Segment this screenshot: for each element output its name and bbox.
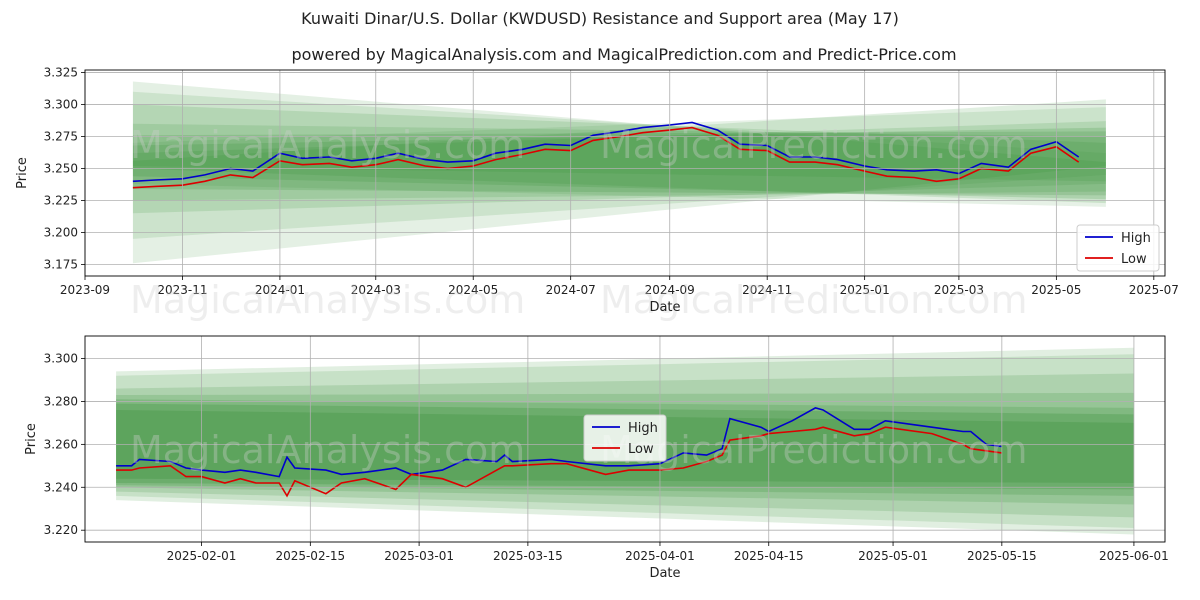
y-tick-label: 3.280 [44, 394, 78, 408]
plot-frame [84, 335, 1166, 543]
legend-label-low: Low [1121, 252, 1147, 267]
y-tick-label: 3.200 [44, 225, 78, 239]
x-tick-label: 2025-06-01 [1099, 549, 1169, 563]
x-tick-label: 2025-05 [1031, 283, 1081, 297]
watermark-text: MagicalPrediction.com [600, 123, 1028, 167]
x-tick-label: 2025-03 [934, 283, 984, 297]
x-tick-label: 2025-02-15 [275, 549, 345, 563]
x-tick-label: 2025-07 [1129, 283, 1179, 297]
y-tick-label: 3.300 [44, 352, 78, 366]
y-tick-label: 3.325 [44, 66, 78, 80]
legend-label-low: Low [628, 442, 654, 457]
low-series-line [116, 426, 1002, 498]
watermark-text: MagicalAnalysis.com [130, 123, 525, 167]
high-series-line [132, 121, 1080, 183]
legend: High Low [583, 414, 667, 462]
y-tick-label: 3.240 [44, 480, 78, 494]
watermark-text: MagicalAnalysis.com [130, 428, 525, 472]
x-tick-label: 2025-04-15 [734, 549, 804, 563]
chart-subtitle: powered by MagicalAnalysis.com and Magic… [291, 45, 957, 64]
y-tick-label: 3.175 [44, 257, 78, 271]
y-tick-label: 3.250 [44, 162, 78, 176]
x-tick-label: 2024-01 [255, 283, 305, 297]
watermark-text: MagicalAnalysis.com [130, 278, 525, 322]
x-tick-label: 2025-02-01 [167, 549, 237, 563]
support-resistance-band [132, 121, 1106, 204]
x-tick-label: 2024-03 [351, 283, 401, 297]
legend: High Low [1076, 224, 1160, 272]
watermark-text: MagicalPrediction.com [600, 428, 1028, 472]
y-axis-label: Price [15, 157, 30, 189]
y-tick-label: 3.220 [44, 523, 78, 537]
legend-label-high: High [1121, 231, 1151, 246]
low-series-line [132, 126, 1080, 189]
x-tick-label: 2023-11 [157, 283, 207, 297]
y-tick-label: 3.225 [44, 194, 78, 208]
x-tick-label: 2025-01 [840, 283, 890, 297]
y-tick-label: 3.260 [44, 437, 78, 451]
x-tick-label: 2023-09 [60, 283, 110, 297]
x-tick-label: 2025-04-01 [625, 549, 695, 563]
y-axis-label: Price [24, 423, 39, 455]
x-tick-label: 2024-05 [448, 283, 498, 297]
x-axis-label: Date [649, 300, 680, 315]
x-tick-label: 2025-03-15 [493, 549, 563, 563]
chart-title: Kuwaiti Dinar/U.S. Dollar (KWDUSD) Resis… [301, 9, 899, 28]
x-tick-label: 2024-11 [742, 283, 792, 297]
x-axis-label: Date [649, 566, 680, 581]
watermark-text: MagicalPrediction.com [600, 278, 1028, 322]
y-tick-label: 3.300 [44, 98, 78, 112]
y-tick-label: 3.275 [44, 130, 78, 144]
high-series-line [116, 407, 1002, 478]
x-tick-label: 2025-05-15 [967, 549, 1037, 563]
x-tick-label: 2025-03-01 [384, 549, 454, 563]
plot-frame [84, 69, 1166, 277]
x-tick-label: 2024-09 [645, 283, 695, 297]
x-tick-label: 2024-07 [546, 283, 596, 297]
x-tick-label: 2025-05-01 [858, 549, 928, 563]
legend-label-high: High [628, 421, 658, 436]
